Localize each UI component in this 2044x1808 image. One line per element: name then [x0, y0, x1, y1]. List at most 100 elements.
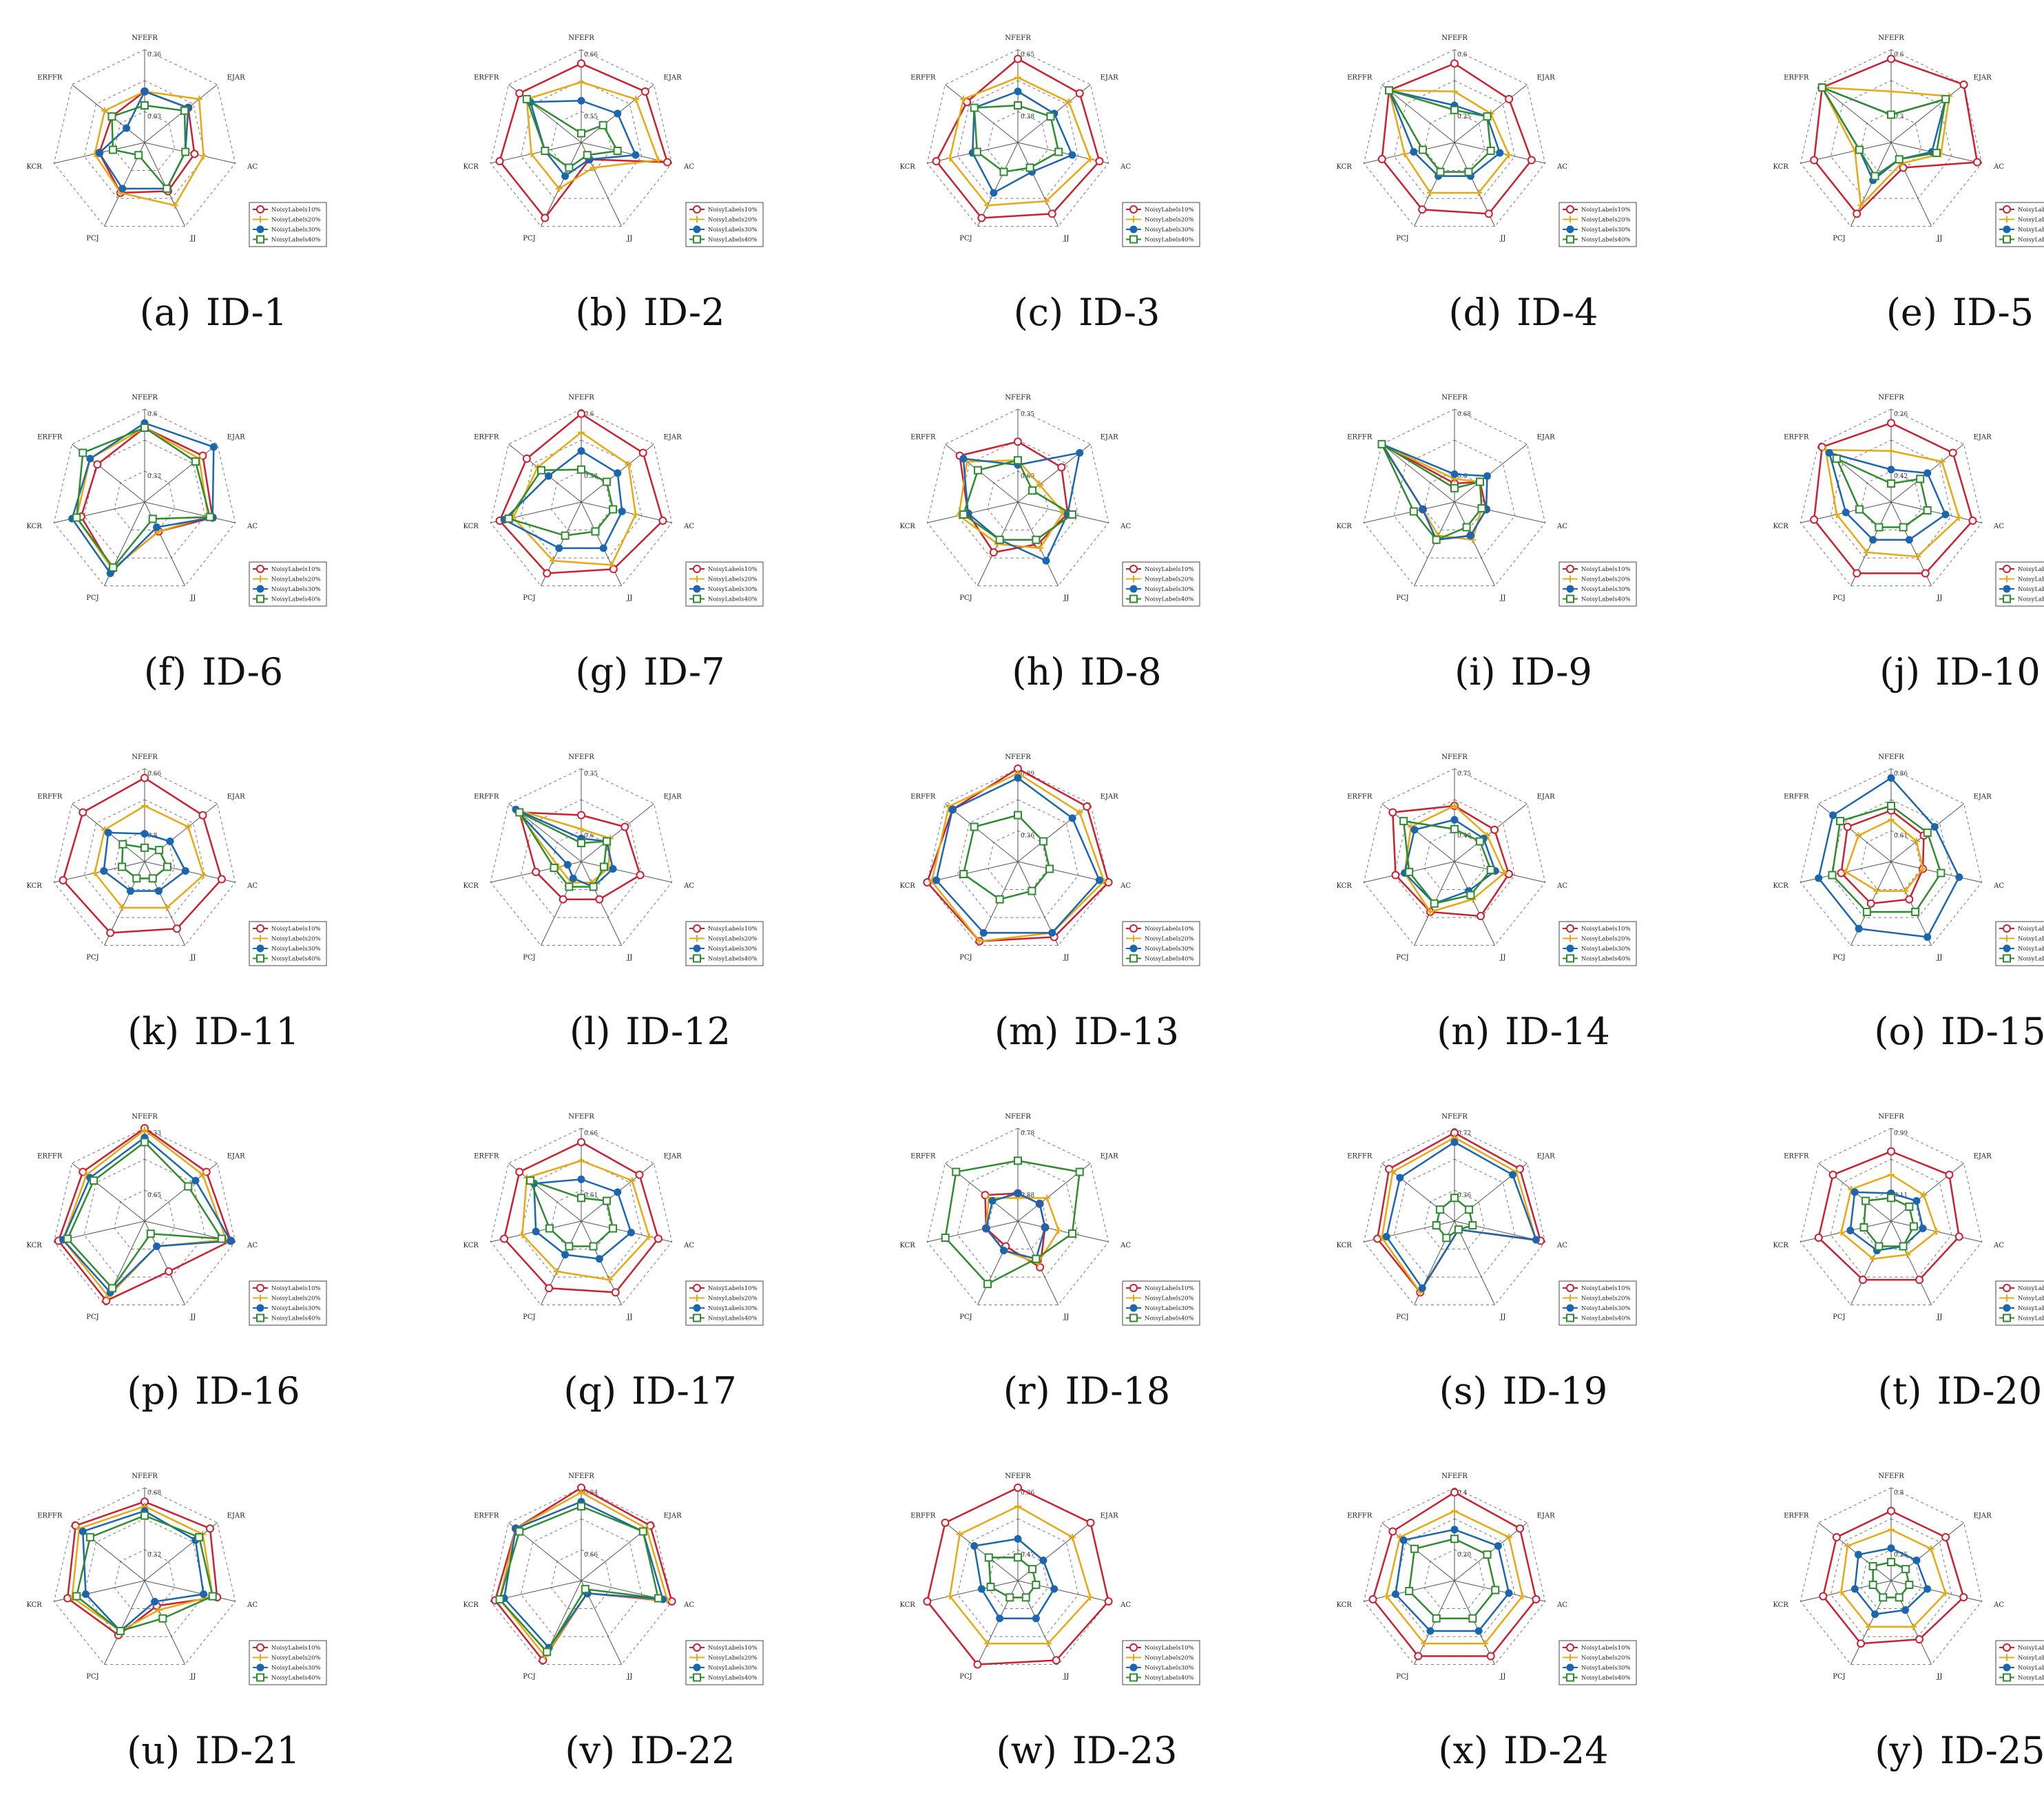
data-point — [977, 214, 986, 222]
data-point — [1055, 1227, 1063, 1234]
axis-label: KCR — [26, 1601, 42, 1609]
legend-marker — [2003, 565, 2011, 573]
axis-label: JJ — [1499, 954, 1505, 962]
axis-label: JJ — [1499, 1673, 1505, 1681]
data-point — [627, 1229, 635, 1237]
radar-grid — [926, 408, 1109, 587]
data-point — [1028, 486, 1037, 495]
axis-label: AC — [1120, 882, 1131, 890]
data-point — [645, 1233, 653, 1240]
data-point — [1833, 511, 1841, 519]
grid-ring — [53, 1487, 236, 1665]
grid-ring — [1424, 111, 1485, 172]
radar-grid — [926, 49, 1109, 227]
axis-label: JJ — [189, 235, 196, 242]
series-3 — [1391, 1526, 1513, 1635]
data-point — [984, 1553, 993, 1562]
grid-ring — [114, 1189, 176, 1250]
axis-label: AC — [247, 1242, 258, 1249]
caption-letter: (g) — [575, 650, 629, 694]
legend-entry: NoisyLabels10% — [708, 207, 758, 214]
axis-label: JJ — [1063, 1673, 1069, 1681]
data-point — [1076, 448, 1084, 457]
data-point — [208, 1592, 217, 1601]
legend-entry: NoisyLabels20% — [2018, 1296, 2044, 1302]
radar-chart: NFEFR EJAR AC JJ PCJ KCR ERFFR 0.66 0.55 NoisyLab… — [463, 34, 764, 247]
series-line — [935, 57, 1101, 219]
data-point — [1532, 1595, 1541, 1604]
radar-panel: NFEFR EJAR AC JJ PCJ KCR ERFFR 0.6 0.3 NoisyLabel… — [1767, 15, 2044, 370]
series-line — [111, 104, 187, 191]
data-point — [543, 569, 552, 578]
legend-entry: NoisyLabels40% — [1145, 956, 1194, 963]
data-point — [1938, 458, 1946, 466]
legend-entry: NoisyLabels40% — [271, 956, 321, 963]
axis-label: ERFFR — [37, 1153, 63, 1161]
axis-label: JJ — [626, 594, 632, 602]
series-1 — [1819, 1506, 1968, 1648]
axis-label: NFEFR — [132, 34, 158, 42]
data-point — [1862, 1196, 1870, 1205]
data-point — [581, 1585, 590, 1594]
data-point — [959, 95, 967, 103]
grid-ring — [957, 1158, 1079, 1278]
data-point — [589, 882, 598, 891]
legend-marker — [1129, 1643, 1138, 1652]
data-point — [1859, 1223, 1868, 1232]
data-point — [1914, 553, 1921, 561]
panel-caption: (l) ID-12 — [457, 1010, 843, 1053]
data-point — [1486, 1652, 1495, 1661]
data-point — [1519, 1592, 1526, 1600]
data-point — [956, 1530, 963, 1538]
legend-marker — [694, 216, 700, 223]
legend: NoisyLabels10% NoisyLabels20% NoisyLabels3… — [1995, 1280, 2044, 1326]
axis-label: KCR — [463, 163, 479, 171]
scale-label: 0.42 — [1894, 473, 1908, 480]
series-2 — [91, 802, 207, 911]
data-point — [941, 1518, 950, 1527]
data-point — [1955, 514, 1963, 521]
legend-marker — [1130, 1654, 1137, 1661]
data-point — [1857, 1639, 1866, 1648]
legend-entry: NoisyLabels30% — [1145, 1665, 1194, 1672]
series-line — [1404, 818, 1496, 905]
axis-spoke — [1413, 142, 1455, 227]
scale-label: 0.47 — [1021, 1552, 1034, 1559]
data-point — [107, 112, 116, 121]
legend-entry: NoisyLabels20% — [1581, 576, 1631, 583]
data-point — [81, 1590, 90, 1599]
legend-entry: NoisyLabels30% — [271, 946, 321, 953]
data-point — [1399, 1536, 1408, 1544]
legend-entry: NoisyLabels30% — [1581, 227, 1631, 233]
data-point — [1888, 816, 1895, 824]
radar-panel: NFEFR EJAR AC JJ PCJ KCR ERFFR 0.68 0.6 NoisyLabe… — [1331, 375, 1716, 729]
legend: NoisyLabels10% NoisyLabels20% NoisyLabels3… — [1122, 202, 1200, 247]
data-point — [1373, 1234, 1382, 1243]
data-point — [983, 1280, 992, 1289]
data-point — [1920, 1192, 1928, 1199]
data-point — [1087, 1594, 1094, 1601]
grid-ring — [1363, 49, 1546, 227]
data-point — [1895, 155, 1904, 164]
series-line — [494, 1486, 674, 1662]
data-point — [1014, 774, 1022, 782]
axis-label: ERFFR — [910, 74, 936, 82]
legend-entry: NoisyLabels40% — [2018, 956, 2044, 963]
series-line — [62, 777, 223, 934]
legend-entry: NoisyLabels30% — [1581, 1305, 1631, 1312]
data-point — [1888, 1526, 1895, 1533]
legend-marker — [257, 1654, 264, 1661]
axis-spoke — [1818, 1522, 1892, 1581]
legend-marker — [257, 935, 264, 942]
data-point — [990, 189, 998, 197]
legend-marker — [693, 1304, 701, 1312]
axis-label: KCR — [463, 523, 479, 530]
data-point — [227, 1237, 235, 1245]
data-point — [1895, 1593, 1904, 1602]
caption-id: ID-25 — [1940, 1729, 2044, 1772]
panel-caption: (s) ID-19 — [1331, 1369, 1716, 1413]
scale-label: 0.26 — [1894, 411, 1908, 418]
data-point — [72, 513, 81, 522]
data-point — [1468, 1614, 1477, 1623]
legend-entry: NoisyLabels10% — [1145, 1285, 1194, 1292]
